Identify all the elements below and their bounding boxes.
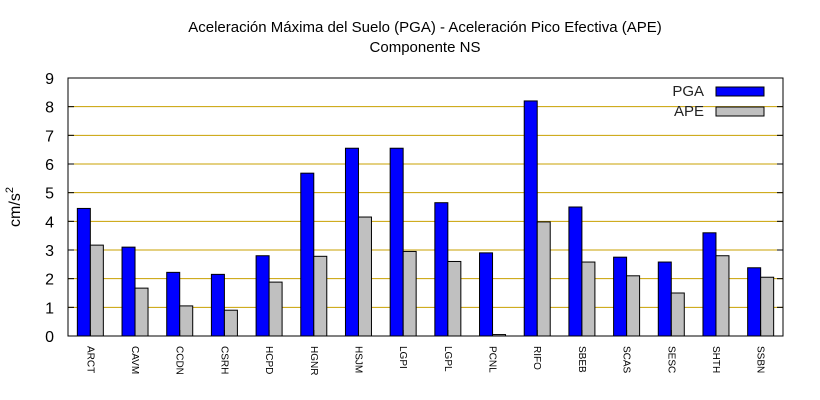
bar-pga-pcnl <box>479 252 494 337</box>
x-tick-label: ARCT <box>84 346 95 373</box>
y-tick-label: 8 <box>45 100 54 117</box>
chart-subtitle: Componente NS <box>370 39 481 56</box>
x-tick-label: PCNL <box>487 346 498 373</box>
x-tick-label: LGPI <box>397 346 408 369</box>
x-tick-label: SSBN <box>755 346 766 373</box>
y-axis-label-text: cm/s <box>7 193 24 227</box>
bar-pga-ssbn <box>747 267 762 337</box>
legend-label-pga: PGA <box>672 83 704 100</box>
bar-pga-scas <box>613 256 628 337</box>
legend-swatch-ape <box>715 106 765 117</box>
bar-ape-hsjm <box>357 216 372 337</box>
x-tick-label: SESC <box>665 346 676 373</box>
bar-pga-lgpl <box>434 202 449 337</box>
bar-pga-hgnr <box>300 172 315 337</box>
y-tick-label: 3 <box>45 243 54 260</box>
bar-pga-arct <box>76 207 91 337</box>
y-tick-label: 6 <box>45 157 54 174</box>
x-tick-label: HGNR <box>308 346 319 375</box>
x-tick-label: HCPD <box>263 346 274 374</box>
plot-frame <box>67 77 784 337</box>
bar-pga-sbeb <box>568 206 583 337</box>
y-axis-ticks: 0 1 2 3 4 5 6 7 8 9 <box>45 71 783 346</box>
bar-pga-lgpi <box>389 147 404 337</box>
x-tick-label: SCAS <box>621 346 632 374</box>
y-tick-label: 5 <box>45 186 54 203</box>
bar-ape-arct <box>89 244 104 337</box>
legend-swatch-pga <box>715 86 765 97</box>
y-tick-label: 4 <box>45 214 54 231</box>
bar-pga-hcpd <box>255 255 270 337</box>
y-tick-label: 9 <box>45 71 54 88</box>
x-tick-label: RIFO <box>531 346 542 370</box>
bar-ape-rifo <box>536 221 551 337</box>
bar-ape-ccdn <box>179 305 194 337</box>
chart-title: Aceleración Máxima del Suelo (PGA) - Ace… <box>188 19 662 36</box>
x-axis-ticks: ARCT CAVM CCDN CSRH HCPD HGNR HSJM LGPI LGPL PCNL… <box>84 330 766 375</box>
bar-ape-ssbn <box>760 276 775 337</box>
y-axis-label-superscript: 2 <box>4 187 16 193</box>
x-tick-label: SBEB <box>576 346 587 373</box>
bar-ape-csrh <box>223 309 238 337</box>
bar-pga-ccdn <box>166 271 181 337</box>
bar-pga-cavm <box>121 246 136 337</box>
x-tick-label: CSRH <box>218 346 229 374</box>
legend: PGA APE <box>672 83 765 120</box>
bar-ape-lgpl <box>447 260 462 337</box>
bar-pga-shth <box>702 232 717 337</box>
bar-ape-hcpd <box>268 281 283 337</box>
bar-pga-hsjm <box>344 147 359 337</box>
bar-ape-lgpi <box>402 250 417 337</box>
bar-ape-sbeb <box>581 261 596 337</box>
y-tick-label: 0 <box>45 329 54 346</box>
bar-pga-csrh <box>210 273 225 337</box>
x-tick-label: LGPL <box>442 346 453 372</box>
gridlines <box>68 106 783 308</box>
x-tick-label: CAVM <box>129 346 140 374</box>
bar-ape-cavm <box>134 287 149 337</box>
y-tick-label: 1 <box>45 300 54 317</box>
x-tick-label: HSJM <box>352 346 363 373</box>
bar-ape-shth <box>715 255 730 337</box>
bar-ape-sesc <box>670 292 685 337</box>
bar-ape-hgnr <box>313 255 328 337</box>
y-axis-label: cm/s2 <box>4 187 24 227</box>
x-tick-label: CCDN <box>174 346 185 375</box>
legend-label-ape: APE <box>674 103 704 120</box>
y-tick-label: 2 <box>45 272 54 289</box>
svg-text:cm/s2: cm/s2 <box>4 187 24 227</box>
y-tick-label: 7 <box>45 128 54 145</box>
bar-ape-scas <box>626 275 641 337</box>
x-tick-label: SHTH <box>710 346 721 373</box>
bar-pga-sesc <box>657 261 672 337</box>
bars <box>76 100 775 337</box>
bar-pga-rifo <box>523 100 538 337</box>
